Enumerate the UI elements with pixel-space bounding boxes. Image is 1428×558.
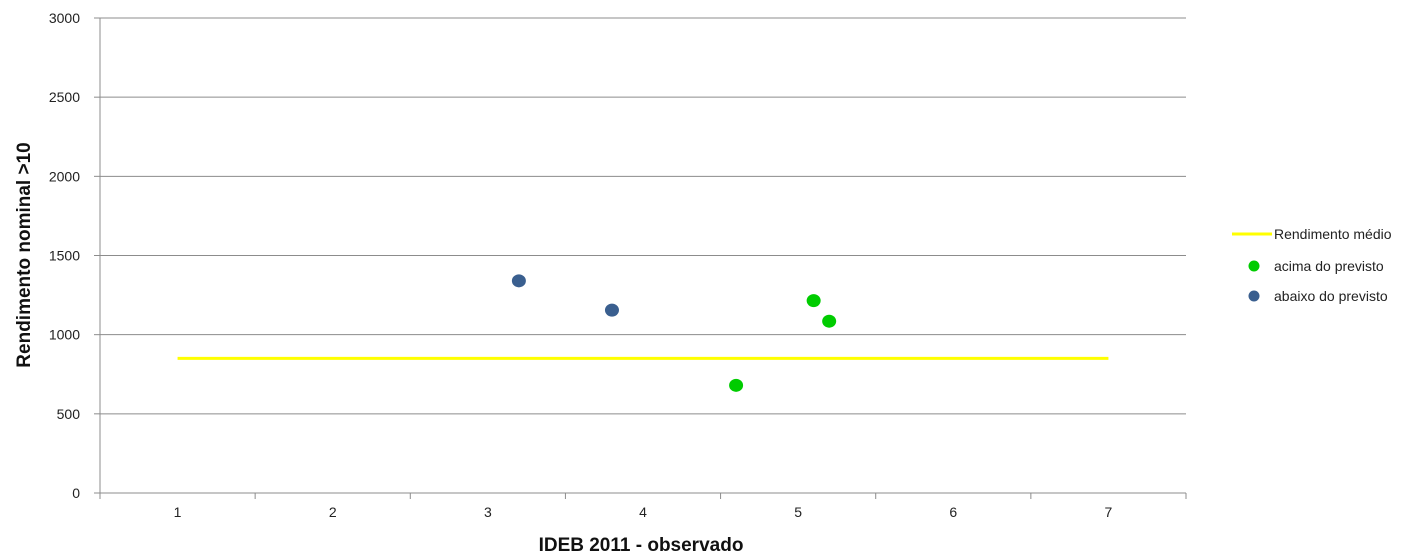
x-tick-label: 2 [329, 504, 337, 520]
x-tick-label: 5 [794, 504, 802, 520]
legend-label: abaixo do previsto [1274, 288, 1388, 304]
x-tick-label: 4 [639, 504, 647, 520]
point-acima-do-previsto [729, 378, 744, 392]
y-tick-label: 0 [72, 485, 80, 501]
point-acima-do-previsto [822, 314, 837, 328]
gridlines [100, 17, 1186, 415]
x-tick-label: 1 [174, 504, 182, 520]
y-tick-label: 1500 [49, 248, 80, 264]
legend-marker [1248, 290, 1260, 302]
point-abaixo-do-previsto [511, 274, 526, 288]
legend-label: acima do previsto [1274, 258, 1384, 274]
y-tick-label: 2000 [49, 168, 80, 184]
y-tick-label: 500 [57, 406, 81, 422]
series-layer [177, 274, 1109, 392]
y-tick-label: 3000 [49, 10, 80, 26]
y-axis-title: Rendimento nominal >10 [14, 142, 35, 367]
x-tick-label: 3 [484, 504, 492, 520]
point-abaixo-do-previsto [604, 303, 619, 317]
x-tick-label: 6 [949, 504, 957, 520]
tick-labels: 0 500 1000 1500 2000 2500 3000 1 2 3 4 5 6 7 [49, 10, 1113, 520]
axes [94, 17, 1187, 499]
x-axis-title: IDEB 2011 - observado [539, 535, 744, 556]
legend-marker [1248, 260, 1260, 272]
x-tick-label: 7 [1105, 504, 1113, 520]
point-acima-do-previsto [806, 294, 821, 308]
y-tick-label: 2500 [49, 89, 80, 105]
legend-label: Rendimento médio [1274, 226, 1392, 242]
legend: Rendimento médio acima do previsto abaixo … [1232, 226, 1392, 304]
y-tick-label: 1000 [49, 327, 80, 343]
